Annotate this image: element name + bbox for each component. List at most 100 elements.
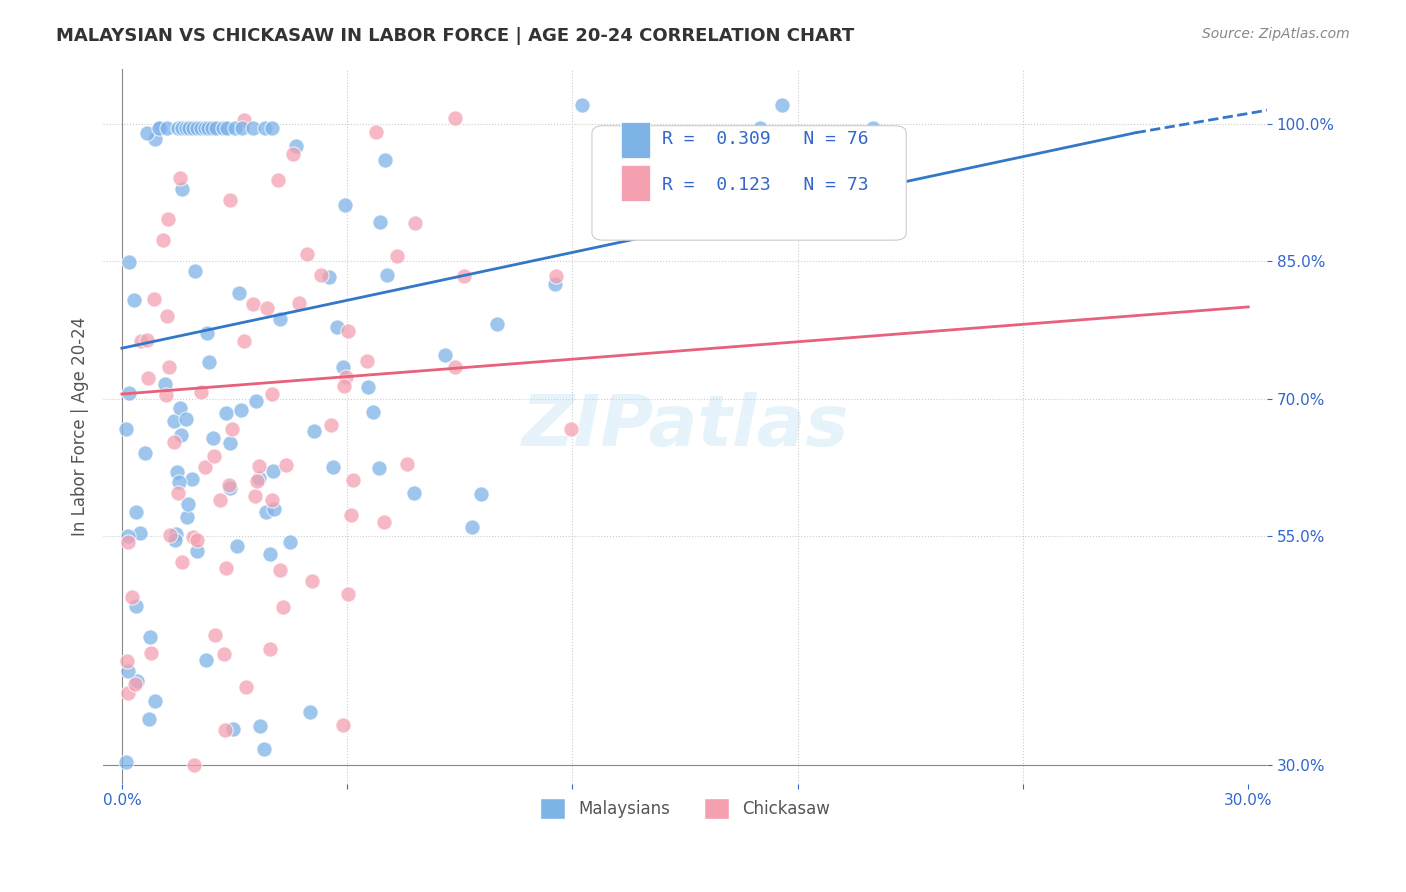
Chickasaw [212,647,235,661]
Malaysians [249,719,271,733]
Legend: Malaysians, Chickasaw: Malaysians, Chickasaw [533,792,837,825]
Malaysians [302,425,325,439]
Chickasaw [373,515,395,529]
Malaysians [143,132,166,146]
Malaysians [262,464,284,478]
Point [242,121,264,136]
Chickasaw [332,378,354,392]
Point [749,121,772,136]
Malaysians [374,153,396,167]
Point [215,121,238,136]
Point [262,121,284,136]
Chickasaw [209,492,232,507]
Point [212,121,235,136]
Malaysians [269,311,291,326]
Chickasaw [186,533,208,547]
Malaysians [325,319,347,334]
Point [179,121,201,136]
Chickasaw [256,301,278,315]
Malaysians [170,428,193,442]
Malaysians [332,360,354,375]
Malaysians [402,486,425,500]
FancyBboxPatch shape [621,165,650,201]
Malaysians [571,98,593,112]
Text: MALAYSIAN VS CHICKASAW IN LABOR FORCE | AGE 20-24 CORRELATION CHART: MALAYSIAN VS CHICKASAW IN LABOR FORCE | … [56,27,855,45]
Chickasaw [166,486,188,500]
Chickasaw [453,269,475,284]
Malaysians [470,487,492,501]
Point [231,121,253,136]
Chickasaw [342,473,364,487]
Chickasaw [319,417,342,432]
Chickasaw [221,422,243,436]
Chickasaw [309,268,332,282]
Malaysians [174,411,197,425]
Point [201,121,224,136]
Malaysians [181,472,204,486]
Chickasaw [396,457,419,471]
Malaysians [461,520,484,534]
Malaysians [143,694,166,708]
Point [170,121,193,136]
Malaysians [135,126,157,140]
Malaysians [221,722,243,736]
Chickasaw [218,478,240,492]
Malaysians [318,269,340,284]
Malaysians [219,436,242,450]
Chickasaw [301,574,323,589]
Chickasaw [141,647,163,661]
Point [224,121,246,136]
Malaysians [299,706,322,720]
Point [156,121,179,136]
Malaysians [198,354,221,368]
Malaysians [183,263,205,277]
Chickasaw [215,561,238,575]
Chickasaw [136,333,159,347]
Point [181,121,204,136]
Chickasaw [152,233,174,247]
Malaysians [333,198,356,212]
Malaysians [125,505,148,519]
Chickasaw [121,591,143,605]
Malaysians [218,481,240,495]
Malaysians [259,547,281,561]
Malaysians [770,98,793,112]
Malaysians [155,377,177,392]
Malaysians [114,422,136,436]
Malaysians [117,529,139,543]
Malaysians [225,539,247,553]
Y-axis label: In Labor Force | Age 20-24: In Labor Force | Age 20-24 [72,317,89,536]
Chickasaw [202,449,225,463]
Chickasaw [444,112,467,126]
Malaysians [172,182,194,196]
Malaysians [165,527,187,541]
Malaysians [278,534,301,549]
Malaysians [117,664,139,678]
Malaysians [169,401,191,415]
Chickasaw [259,641,281,656]
Chickasaw [204,628,226,642]
Point [197,121,219,136]
Malaysians [253,742,276,756]
Chickasaw [246,474,269,488]
Malaysians [254,505,277,519]
Point [167,121,190,136]
Malaysians [166,465,188,479]
Chickasaw [295,247,318,261]
Malaysians [367,460,389,475]
Chickasaw [155,388,177,402]
Chickasaw [233,334,256,348]
Malaysians [544,277,567,291]
Malaysians [125,673,148,688]
Malaysians [134,446,156,460]
Chickasaw [194,459,217,474]
Chickasaw [214,723,236,737]
Chickasaw [260,492,283,507]
Point [862,121,884,136]
Malaysians [363,404,385,418]
Malaysians [149,120,172,135]
Text: ZIPatlas: ZIPatlas [522,392,849,460]
Malaysians [356,380,378,394]
Malaysians [176,510,198,524]
Chickasaw [560,422,582,436]
